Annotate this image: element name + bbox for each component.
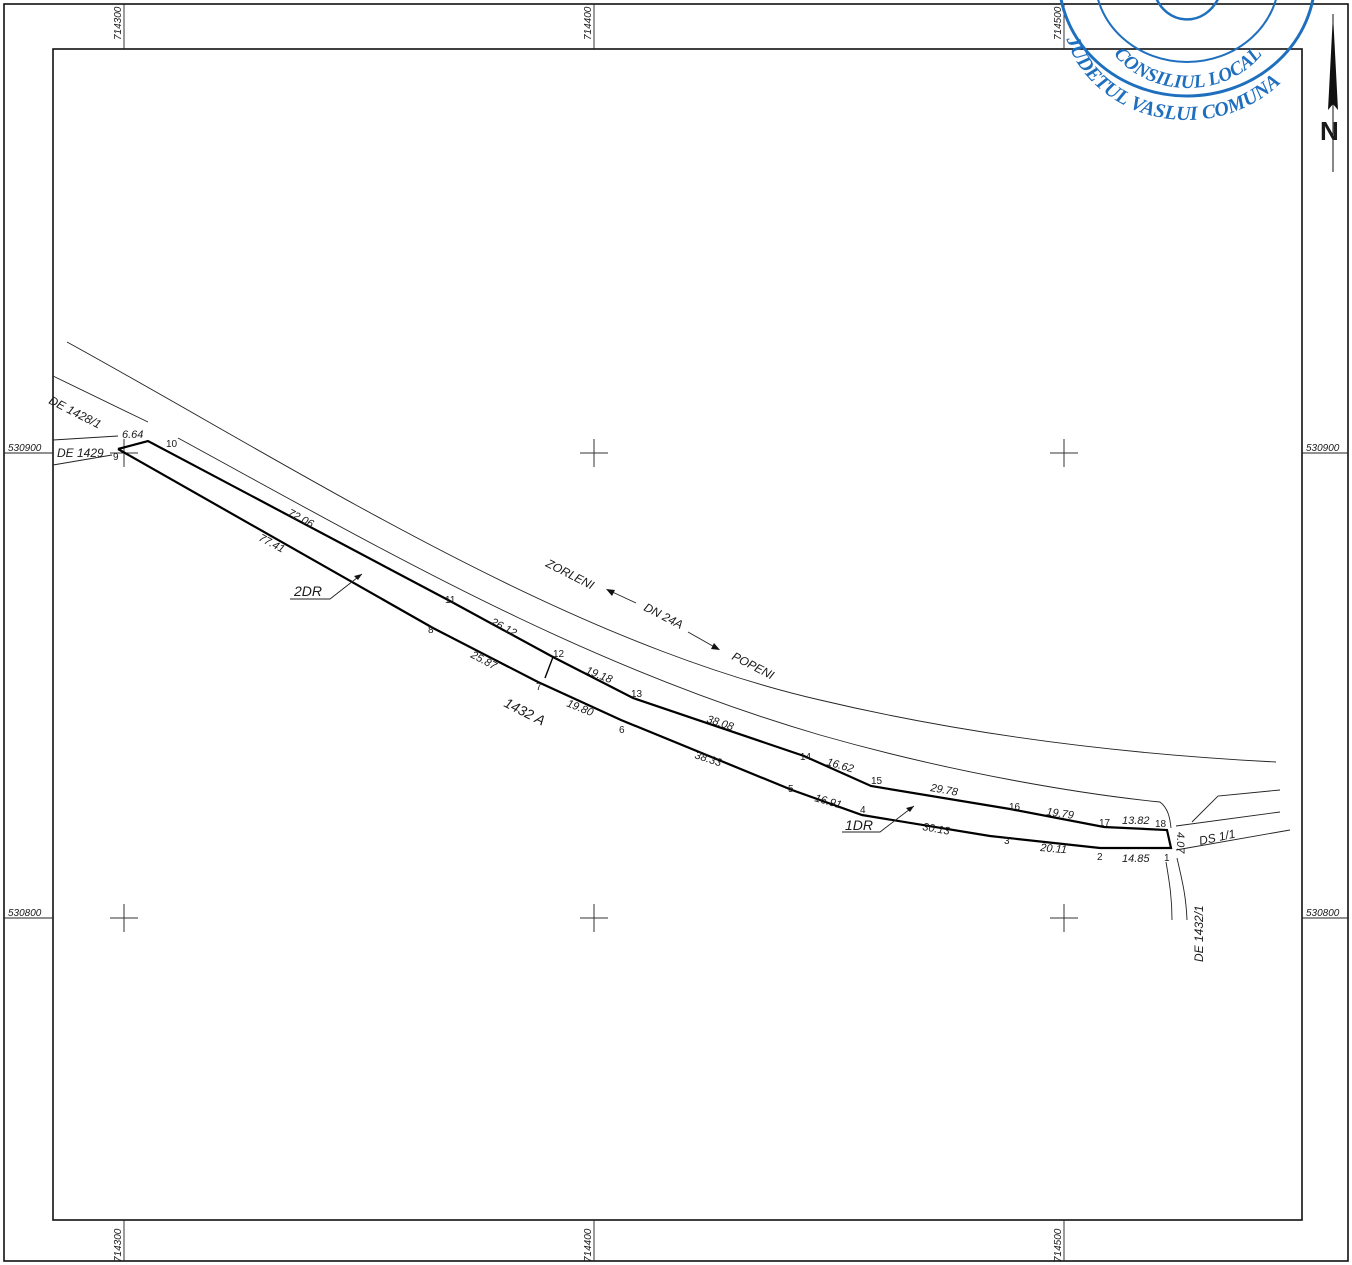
inner-frame	[52, 48, 1303, 1221]
segment-38-08: 38.08	[705, 713, 736, 733]
neighbor-de-1428-1: DE 1428/1	[47, 393, 104, 431]
parcel-id-label: 1432 A	[502, 694, 548, 728]
point-15: 15	[871, 776, 883, 787]
road-name: DN 24A	[642, 600, 686, 632]
x-label-bottom-3: 714500	[1053, 1228, 1064, 1262]
point-12: 12	[553, 649, 565, 660]
parcel-1432a	[117, 439, 1173, 850]
grid-ticks	[4, 4, 1348, 1261]
road-dn24a	[52, 341, 1291, 921]
road-towards-left: ZORLENI	[543, 556, 597, 593]
north-arrow-icon	[1328, 14, 1338, 172]
segment-4-07: 4.07	[1174, 832, 1186, 854]
point-3: 3	[1004, 836, 1010, 847]
y-label-left-2: 530800	[8, 908, 42, 919]
point-6: 6	[619, 725, 625, 736]
point-9: 9	[113, 452, 119, 463]
point-11: 11	[445, 595, 456, 606]
segment-25-87: 25.87	[468, 649, 500, 673]
segment-16-91: 16.91	[813, 792, 843, 811]
segment-30-13: 30.13	[921, 821, 951, 838]
point-17: 17	[1099, 818, 1111, 829]
y-label-right-1: 530900	[1306, 443, 1340, 454]
neighbor-de-1432-1: DE 1432/1	[1192, 905, 1206, 962]
segment-26-12: 26.12	[488, 616, 519, 640]
segment-29-78: 29.78	[928, 782, 959, 799]
point-16: 16	[1009, 802, 1021, 813]
point-14: 14	[800, 752, 812, 763]
y-label-left-1: 530900	[8, 443, 42, 454]
point-1: 1	[1164, 853, 1170, 864]
x-label-bottom-2: 714400	[583, 1228, 594, 1262]
callout-1dr: 1DR	[845, 817, 873, 833]
segment-14-85: 14.85	[1122, 853, 1150, 865]
callout-2dr: 2DR	[293, 583, 322, 599]
x-label-bottom-1: 714300	[113, 1228, 124, 1262]
segment-19-18: 19.18	[584, 665, 615, 687]
point-4: 4	[860, 805, 866, 816]
point-18: 18	[1155, 819, 1167, 830]
neighbor-de-1429: DE 1429	[57, 446, 104, 460]
grid-crosses	[110, 439, 1078, 932]
point-8: 8	[428, 625, 434, 636]
point-10: 10	[166, 439, 178, 450]
x-label-top-1: 714300	[113, 6, 124, 40]
neighbor-ds-1-1: DS 1/1	[1198, 827, 1237, 848]
segment-38-33: 38.33	[693, 749, 724, 769]
segment-13-82: 13.82	[1122, 815, 1150, 827]
point-13: 13	[631, 689, 643, 700]
north-label: N	[1320, 116, 1339, 146]
segment-19-79: 19.79	[1046, 806, 1075, 822]
callout-leaders	[290, 573, 915, 833]
point-7: 7	[536, 682, 542, 693]
segment-6-64: 6.64	[122, 429, 143, 441]
y-label-right-2: 530800	[1306, 908, 1340, 919]
council-stamp: JUDETUL VASLUI COMUNA CONSILIUL LOCAL	[1059, 0, 1315, 125]
point-2: 2	[1097, 852, 1103, 863]
segment-20-11: 20.11	[1039, 842, 1068, 856]
outer-border	[3, 3, 1349, 1262]
x-label-top-3: 714500	[1053, 6, 1064, 40]
x-label-top-2: 714400	[583, 6, 594, 40]
point-5: 5	[788, 784, 794, 795]
